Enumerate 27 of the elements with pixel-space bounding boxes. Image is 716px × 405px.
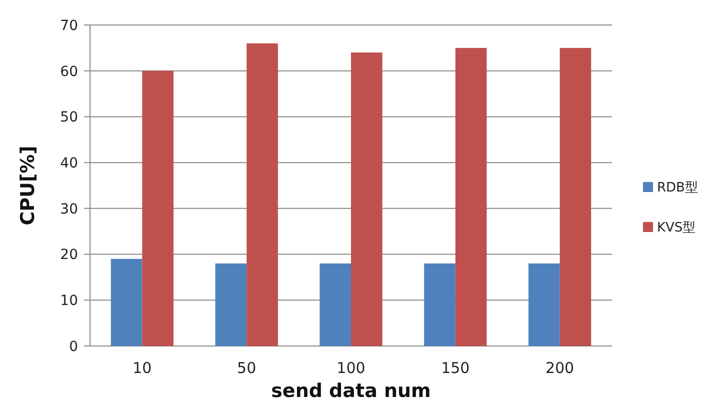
x-tick-label: 100 — [336, 359, 366, 377]
y-axis-title: CPU[%] — [17, 146, 39, 226]
bar — [246, 43, 278, 346]
bar — [455, 48, 487, 346]
x-tick-label: 10 — [132, 359, 152, 377]
y-tick-label: 50 — [60, 110, 78, 126]
y-tick-label: 10 — [60, 293, 78, 310]
y-tick-label: 60 — [60, 64, 78, 80]
bar — [560, 48, 592, 346]
x-axis-title: send data num — [271, 380, 431, 402]
bar — [142, 70, 174, 346]
bar — [351, 52, 382, 346]
bar — [424, 263, 456, 346]
bar — [528, 263, 560, 346]
legend-label: RDB型 — [657, 180, 698, 196]
y-tick-label: 20 — [60, 247, 78, 264]
bar — [110, 258, 142, 346]
legend-label: KVS型 — [657, 220, 696, 236]
bar — [320, 263, 351, 346]
y-tick-label: 70 — [60, 18, 78, 34]
bar — [215, 263, 247, 346]
y-tick-label: 0 — [69, 338, 78, 355]
y-tick-label: 30 — [60, 201, 78, 218]
x-tick-label: 200 — [545, 359, 574, 377]
x-tick-label: 150 — [441, 359, 470, 377]
x-tick-label: 50 — [237, 359, 256, 377]
y-tick-label: 40 — [60, 155, 78, 172]
